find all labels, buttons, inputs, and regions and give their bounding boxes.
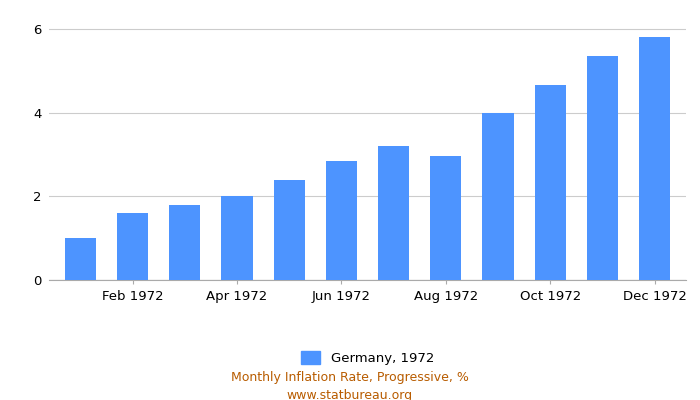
Text: Monthly Inflation Rate, Progressive, %: Monthly Inflation Rate, Progressive, % bbox=[231, 372, 469, 384]
Bar bbox=[482, 112, 514, 280]
Bar bbox=[64, 238, 96, 280]
Bar bbox=[535, 85, 566, 280]
Bar bbox=[274, 180, 304, 280]
Bar bbox=[430, 156, 461, 280]
Bar bbox=[326, 161, 357, 280]
Text: www.statbureau.org: www.statbureau.org bbox=[287, 390, 413, 400]
Legend: Germany, 1972: Germany, 1972 bbox=[295, 346, 440, 370]
Bar bbox=[221, 196, 253, 280]
Bar bbox=[587, 56, 618, 280]
Bar bbox=[378, 146, 409, 280]
Bar bbox=[639, 37, 671, 280]
Bar bbox=[169, 205, 200, 280]
Bar bbox=[117, 213, 148, 280]
